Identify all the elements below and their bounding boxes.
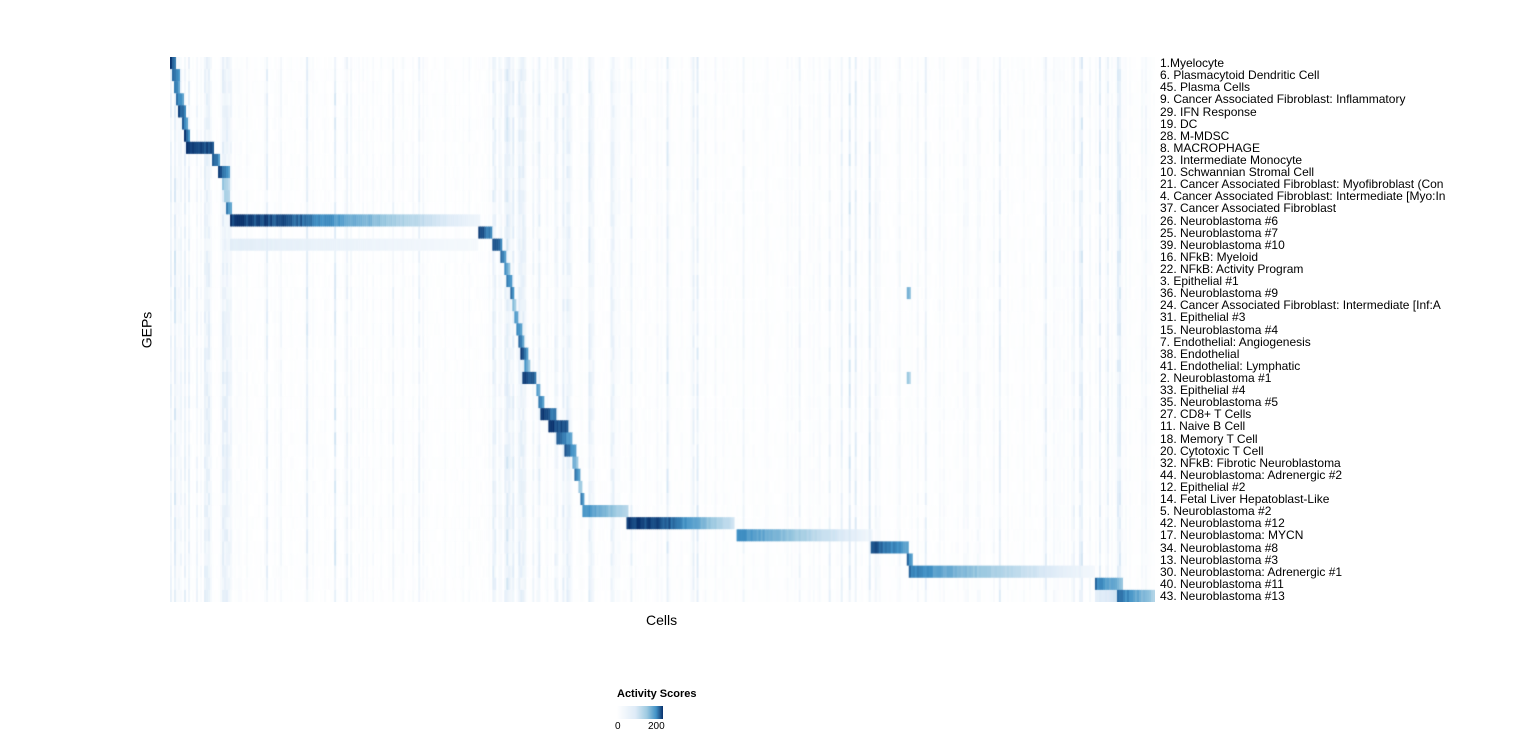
- row-label: 21. Cancer Associated Fibroblast: Myofib…: [1160, 177, 1444, 192]
- row-label: 34. Neuroblastoma #8: [1160, 540, 1279, 555]
- legend-title: Activity Scores: [617, 688, 697, 700]
- row-label: 4. Cancer Associated Fibroblast: Interme…: [1160, 189, 1446, 204]
- row-label: 15. Neuroblastoma #4: [1160, 322, 1279, 337]
- row-label: 33. Epithelial #4: [1160, 383, 1246, 398]
- legend-min-label: 0: [615, 721, 621, 732]
- row-label: 20. Cytotoxic T Cell: [1160, 443, 1264, 458]
- row-label: 37. Cancer Associated Fibroblast: [1160, 201, 1337, 216]
- legend-ticks: 0 200: [615, 721, 737, 733]
- legend-max-label: 200: [648, 721, 665, 732]
- heatmap-canvas: [170, 57, 1155, 602]
- row-label: 27. CD8+ T Cells: [1160, 407, 1252, 422]
- legend: Activity Scores 0 200: [615, 688, 737, 733]
- row-label: 3. Epithelial #1: [1160, 274, 1239, 289]
- row-labels: 1.Myelocyte 6. Plasmacytoid Dendritic Cel…: [1160, 57, 1540, 602]
- row-label: 40. Neuroblastoma #11: [1160, 576, 1284, 591]
- row-label: 32. NFkB: Fibrotic Neuroblastoma: [1160, 455, 1341, 470]
- row-label: 28. M-MDSC: [1160, 128, 1230, 143]
- row-label: 30. Neuroblastoma: Adrenergic #1: [1160, 564, 1343, 579]
- row-label: 8. MACROPHAGE: [1160, 140, 1261, 155]
- row-label: 38. Endothelial: [1160, 346, 1240, 361]
- row-label: 7. Endothelial: Angiogenesis: [1160, 334, 1311, 349]
- row-label: 22. NFkB: Activity Program: [1160, 261, 1304, 276]
- row-label: 12. Epithelial #2: [1160, 479, 1246, 494]
- row-label: 16. NFkB: Myeloid: [1160, 249, 1259, 264]
- row-label: 44. Neuroblastoma: Adrenergic #2: [1160, 467, 1343, 482]
- row-label: 25. Neuroblastoma #7: [1160, 225, 1279, 240]
- row-label: 31. Epithelial #3: [1160, 310, 1246, 325]
- row-label: 17. Neuroblastoma: MYCN: [1160, 528, 1304, 543]
- row-label: 2. Neuroblastoma #1: [1160, 370, 1272, 385]
- row-label: 6. Plasmacytoid Dendritic Cell: [1160, 68, 1320, 83]
- legend-gradient-bar: [617, 706, 663, 719]
- row-label: 11. Naive B Cell: [1160, 419, 1246, 434]
- row-label: 5. Neuroblastoma #2: [1160, 504, 1272, 519]
- row-label: 39. Neuroblastoma #10: [1160, 237, 1285, 252]
- row-label: 9. Cancer Associated Fibroblast: Inflamm…: [1160, 92, 1406, 107]
- x-axis-label: Cells: [646, 612, 678, 628]
- row-label: 29. IFN Response: [1160, 104, 1257, 119]
- row-label: 18. Memory T Cell: [1160, 431, 1258, 446]
- row-label: 19. DC: [1160, 116, 1198, 131]
- row-label: 41. Endothelial: Lymphatic: [1160, 358, 1301, 373]
- row-label: 14. Fetal Liver Hepatoblast-Like: [1160, 492, 1330, 507]
- row-label: 1.Myelocyte: [1160, 56, 1225, 71]
- row-label: 10. Schwannian Stromal Cell: [1160, 165, 1315, 180]
- row-label: 24. Cancer Associated Fibroblast: Interm…: [1160, 298, 1441, 313]
- row-label: 42. Neuroblastoma #12: [1160, 516, 1285, 531]
- row-label: 13. Neuroblastoma #3: [1160, 552, 1279, 567]
- row-label: 43. Neuroblastoma #13: [1160, 588, 1285, 603]
- row-label: 26. Neuroblastoma #6: [1160, 213, 1279, 228]
- row-label: 45. Plasma Cells: [1160, 80, 1251, 95]
- row-label: 36. Neuroblastoma #9: [1160, 286, 1279, 301]
- row-label: 23. Intermediate Monocyte: [1160, 152, 1303, 167]
- y-axis-label: GEPs: [138, 311, 155, 349]
- row-label: 35. Neuroblastoma #5: [1160, 395, 1279, 410]
